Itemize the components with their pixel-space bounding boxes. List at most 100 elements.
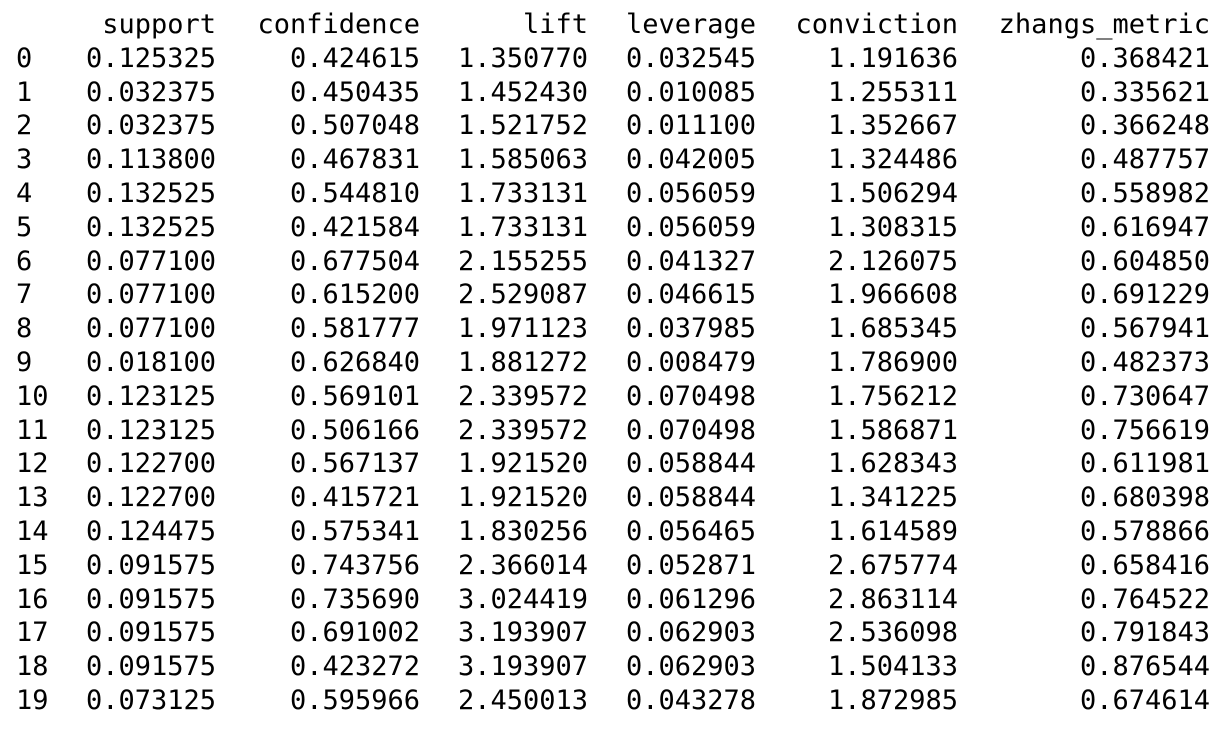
cell-zhangs-metric: 0.482373: [1079, 346, 1210, 378]
cell-support: 0.032375: [85, 110, 216, 142]
row-index: 19: [16, 684, 49, 716]
cell-conviction: 2.863114: [827, 583, 958, 615]
cell-zhangs-metric: 0.691229: [1079, 279, 1210, 311]
cell-conviction: 1.191636: [827, 42, 958, 74]
cell-confidence: 0.421584: [289, 211, 420, 243]
cell-conviction: 1.756212: [827, 380, 958, 412]
dataframe-table: support confidence lift leverage conviction z…: [16, 8, 1210, 718]
cell-lift: 1.585063: [457, 144, 588, 176]
cell-confidence: 0.450435: [289, 76, 420, 108]
table-row: 17 0.091575 0.691002 3.193907 0.062903 2.5360…: [16, 616, 1210, 650]
cell-confidence: 0.691002: [289, 617, 420, 649]
cell-support: 0.132525: [85, 211, 216, 243]
row-index: 14: [16, 515, 49, 547]
column-header-support: support: [102, 9, 216, 40]
cell-confidence: 0.677504: [289, 245, 420, 277]
cell-confidence: 0.743756: [289, 549, 420, 581]
table-row: 16 0.091575 0.735690 3.024419 0.061296 2.8631…: [16, 583, 1210, 617]
cell-leverage: 0.056059: [625, 177, 756, 209]
row-index: 7: [16, 279, 33, 311]
table-row: 13 0.122700 0.415721 1.921520 0.058844 1.3412…: [16, 481, 1210, 515]
table-row: 15 0.091575 0.743756 2.366014 0.052871 2.6757…: [16, 549, 1210, 583]
column-header-zhangs-metric: zhangs_metric: [998, 9, 1210, 40]
cell-conviction: 1.352667: [827, 110, 958, 142]
cell-leverage: 0.011100: [625, 110, 756, 142]
cell-leverage: 0.058844: [625, 482, 756, 514]
cell-zhangs-metric: 0.567941: [1079, 313, 1210, 345]
row-index: 17: [16, 617, 49, 649]
cell-zhangs-metric: 0.487757: [1079, 144, 1210, 176]
cell-conviction: 1.255311: [827, 76, 958, 108]
row-index: 8: [16, 313, 33, 345]
cell-conviction: 1.341225: [827, 482, 958, 514]
cell-conviction: 1.586871: [827, 414, 958, 446]
cell-lift: 1.830256: [457, 515, 588, 547]
table-row: 12 0.122700 0.567137 1.921520 0.058844 1.6283…: [16, 447, 1210, 481]
column-header-conviction: conviction: [795, 9, 958, 40]
table-row: 4 0.132525 0.544810 1.733131 0.056059 1.50629…: [16, 177, 1210, 211]
row-index: 16: [16, 583, 49, 615]
cell-zhangs-metric: 0.578866: [1079, 515, 1210, 547]
cell-confidence: 0.467831: [289, 144, 420, 176]
cell-zhangs-metric: 0.604850: [1079, 245, 1210, 277]
row-index: 3: [16, 144, 33, 176]
row-index: 2: [16, 110, 33, 142]
cell-support: 0.073125: [85, 684, 216, 716]
cell-support: 0.124475: [85, 515, 216, 547]
table-row: 0 0.125325 0.424615 1.350770 0.032545 1.19163…: [16, 42, 1210, 76]
table-row: 19 0.073125 0.595966 2.450013 0.043278 1.8729…: [16, 684, 1210, 718]
cell-confidence: 0.615200: [289, 279, 420, 311]
cell-conviction: 1.685345: [827, 313, 958, 345]
cell-support: 0.122700: [85, 482, 216, 514]
cell-confidence: 0.423272: [289, 651, 420, 683]
cell-support: 0.077100: [85, 313, 216, 345]
cell-zhangs-metric: 0.335621: [1079, 76, 1210, 108]
column-header-leverage: leverage: [625, 9, 756, 40]
cell-support: 0.077100: [85, 279, 216, 311]
cell-leverage: 0.032545: [625, 42, 756, 74]
cell-zhangs-metric: 0.366248: [1079, 110, 1210, 142]
cell-leverage: 0.052871: [625, 549, 756, 581]
cell-leverage: 0.008479: [625, 346, 756, 378]
cell-support: 0.077100: [85, 245, 216, 277]
cell-confidence: 0.575341: [289, 515, 420, 547]
cell-confidence: 0.569101: [289, 380, 420, 412]
cell-conviction: 2.126075: [827, 245, 958, 277]
cell-support: 0.123125: [85, 414, 216, 446]
cell-zhangs-metric: 0.764522: [1079, 583, 1210, 615]
cell-zhangs-metric: 0.674614: [1079, 684, 1210, 716]
cell-support: 0.122700: [85, 448, 216, 480]
cell-confidence: 0.415721: [289, 482, 420, 514]
cell-lift: 1.921520: [457, 448, 588, 480]
cell-lift: 1.521752: [457, 110, 588, 142]
cell-leverage: 0.061296: [625, 583, 756, 615]
cell-confidence: 0.567137: [289, 448, 420, 480]
row-index: 4: [16, 177, 33, 209]
cell-conviction: 1.504133: [827, 651, 958, 683]
cell-confidence: 0.544810: [289, 177, 420, 209]
cell-leverage: 0.056465: [625, 515, 756, 547]
row-index: 11: [16, 414, 49, 446]
row-index: 18: [16, 651, 49, 683]
row-index: 12: [16, 448, 49, 480]
cell-lift: 1.733131: [457, 177, 588, 209]
table-row: 14 0.124475 0.575341 1.830256 0.056465 1.6145…: [16, 515, 1210, 549]
cell-leverage: 0.058844: [625, 448, 756, 480]
row-index: 10: [16, 380, 49, 412]
cell-support: 0.123125: [85, 380, 216, 412]
cell-lift: 3.193907: [457, 617, 588, 649]
cell-lift: 1.971123: [457, 313, 588, 345]
table-row: 2 0.032375 0.507048 1.521752 0.011100 1.35266…: [16, 109, 1210, 143]
cell-leverage: 0.062903: [625, 617, 756, 649]
cell-lift: 2.366014: [457, 549, 588, 581]
cell-lift: 1.452430: [457, 76, 588, 108]
cell-lift: 2.339572: [457, 380, 588, 412]
cell-conviction: 1.324486: [827, 144, 958, 176]
cell-confidence: 0.735690: [289, 583, 420, 615]
cell-confidence: 0.424615: [289, 42, 420, 74]
table-row: 18 0.091575 0.423272 3.193907 0.062903 1.5041…: [16, 650, 1210, 684]
table-body: 0 0.125325 0.424615 1.350770 0.032545 1.19163…: [16, 42, 1210, 718]
cell-zhangs-metric: 0.616947: [1079, 211, 1210, 243]
cell-zhangs-metric: 0.730647: [1079, 380, 1210, 412]
cell-zhangs-metric: 0.368421: [1079, 42, 1210, 74]
